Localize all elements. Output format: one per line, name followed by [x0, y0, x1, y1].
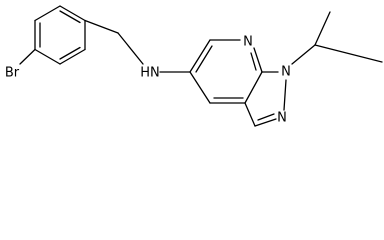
atom-label: N — [243, 35, 253, 50]
atom-label: N — [281, 65, 291, 80]
atom-label: Br — [5, 66, 20, 81]
bonds — [19, 5, 383, 127]
atom-label: HN — [140, 66, 160, 81]
atom-label: N — [277, 111, 287, 126]
structure-diagram: Br HN N N N — [5, 5, 383, 127]
atom-labels: Br HN N N N — [5, 35, 291, 126]
page: Br HN N N N (() => { const data = JSON.p… — [4, 5, 383, 127]
